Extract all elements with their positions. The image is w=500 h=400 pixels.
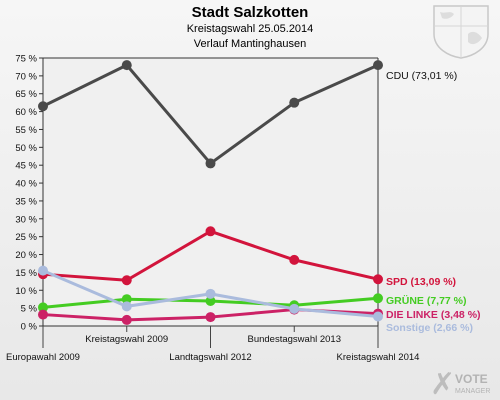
data-point xyxy=(38,265,48,276)
plot-area xyxy=(43,58,378,326)
data-point xyxy=(205,288,216,299)
y-tick-label: 65 % xyxy=(15,89,37,100)
data-point xyxy=(121,301,132,312)
data-point xyxy=(205,158,216,169)
data-point xyxy=(373,60,383,71)
x-tick-label: Kreistagswahl 2014 xyxy=(337,352,420,363)
y-tick-label: 40 % xyxy=(15,179,37,190)
chart-subtitle-2: Verlauf Mantinghausen xyxy=(193,38,307,50)
data-point xyxy=(373,311,383,322)
x-tick-label: Landtagswahl 2012 xyxy=(169,352,251,363)
data-point xyxy=(121,60,132,71)
y-tick-label: 75 % xyxy=(15,54,37,65)
x-tick-label: Kreistagswahl 2009 xyxy=(85,334,168,345)
chart-subtitle: Kreistagswahl 25.05.2014 xyxy=(186,23,314,35)
data-point xyxy=(373,274,383,285)
series-end-label: DIE LINKE (3,48 %) xyxy=(386,309,481,321)
y-tick-label: 50 % xyxy=(15,143,37,154)
x-tick-label: Europawahl 2009 xyxy=(6,352,80,363)
data-point xyxy=(121,294,132,305)
data-point xyxy=(38,309,48,320)
y-tick-label: 60 % xyxy=(15,107,37,118)
coat-of-arms-icon xyxy=(433,5,489,59)
chart-title: Stadt Salzkotten xyxy=(191,4,309,21)
data-point xyxy=(205,226,216,237)
y-tick-label: 30 % xyxy=(15,214,37,225)
data-point xyxy=(289,254,300,265)
y-tick-label: 10 % xyxy=(15,286,37,297)
data-point xyxy=(38,302,48,313)
data-point xyxy=(121,275,132,286)
votemanager-logo-icon: ✗ VOTE MANAGER xyxy=(430,367,490,400)
data-point xyxy=(205,295,216,306)
y-tick-label: 15 % xyxy=(15,268,37,279)
data-point xyxy=(38,101,48,112)
y-tick-label: 5 % xyxy=(21,304,38,315)
series-end-label: Sonstige (2,66 %) xyxy=(386,322,473,334)
y-tick-label: 35 % xyxy=(15,196,37,207)
svg-text:✗: ✗ xyxy=(430,367,455,400)
data-point xyxy=(289,303,300,314)
data-point xyxy=(289,97,300,108)
y-tick-label: 25 % xyxy=(15,232,37,243)
data-point xyxy=(205,312,216,323)
data-point xyxy=(121,314,132,325)
series-end-label: GRÜNE (7,77 %) xyxy=(386,294,467,307)
x-tick-label: Bundestagswahl 2013 xyxy=(248,334,342,345)
y-tick-label: 55 % xyxy=(15,125,37,136)
y-tick-label: 70 % xyxy=(15,71,37,82)
series-end-label: SPD (13,09 %) xyxy=(386,276,456,288)
data-point xyxy=(373,293,383,304)
watermark-brand-line2: MANAGER xyxy=(455,388,490,395)
watermark-brand-line1: VOTE xyxy=(455,372,488,386)
y-tick-label: 20 % xyxy=(15,250,37,261)
series-end-label: CDU (73,01 %) xyxy=(386,70,457,82)
y-tick-label: 0 % xyxy=(21,322,38,333)
y-tick-label: 45 % xyxy=(15,161,37,172)
